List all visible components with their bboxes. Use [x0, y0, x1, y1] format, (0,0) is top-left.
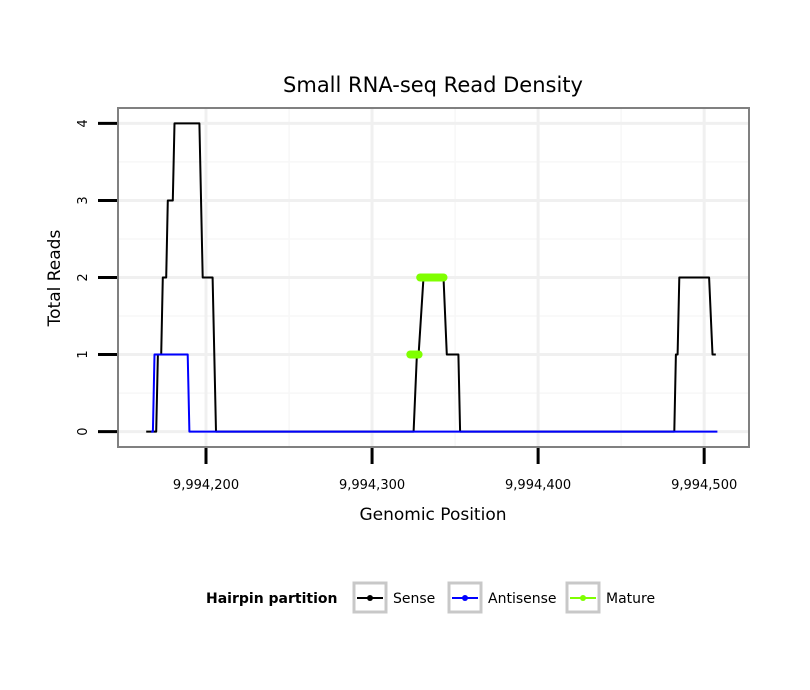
series-antisense-line: [151, 353, 718, 433]
legend-item-sense: Sense: [352, 581, 435, 614]
y-axis: 0 1 2 3 4: [76, 119, 117, 436]
y-tick-label: 2: [76, 273, 91, 281]
y-tick-label: 4: [76, 119, 91, 127]
x-tick-label: 9,994,500: [671, 478, 737, 493]
plot-border: [117, 107, 750, 448]
legend-label-mature: Mature: [606, 591, 655, 607]
legend-label-sense: Sense: [393, 591, 435, 607]
x-axis-label: Genomic Position: [359, 505, 506, 525]
y-tick-label: 3: [76, 196, 91, 204]
chart-title: Small RNA-seq Read Density: [283, 73, 583, 97]
series-layer: [146, 122, 718, 433]
x-axis: 9,994,200 9,994,300 9,994,400 9,994,500: [173, 448, 737, 493]
x-tick-label: 9,994,200: [173, 478, 239, 493]
x-tick-label: 9,994,300: [339, 478, 405, 493]
legend-title: Hairpin partition: [206, 591, 337, 607]
legend: Hairpin partition Sense Antisense Mature: [206, 581, 655, 614]
y-tick-label: 1: [76, 350, 91, 358]
series-sense-line: [146, 122, 716, 433]
x-tick-label: 9,994,400: [505, 478, 571, 493]
legend-item-antisense: Antisense: [447, 581, 557, 614]
legend-dot-mature: [580, 595, 586, 601]
y-tick-label: 0: [76, 427, 91, 435]
legend-item-mature: Mature: [565, 581, 655, 614]
legend-label-antisense: Antisense: [488, 591, 557, 607]
y-axis-label: Total Reads: [45, 230, 65, 328]
legend-dot-antisense: [462, 595, 468, 601]
legend-dot-sense: [367, 595, 373, 601]
